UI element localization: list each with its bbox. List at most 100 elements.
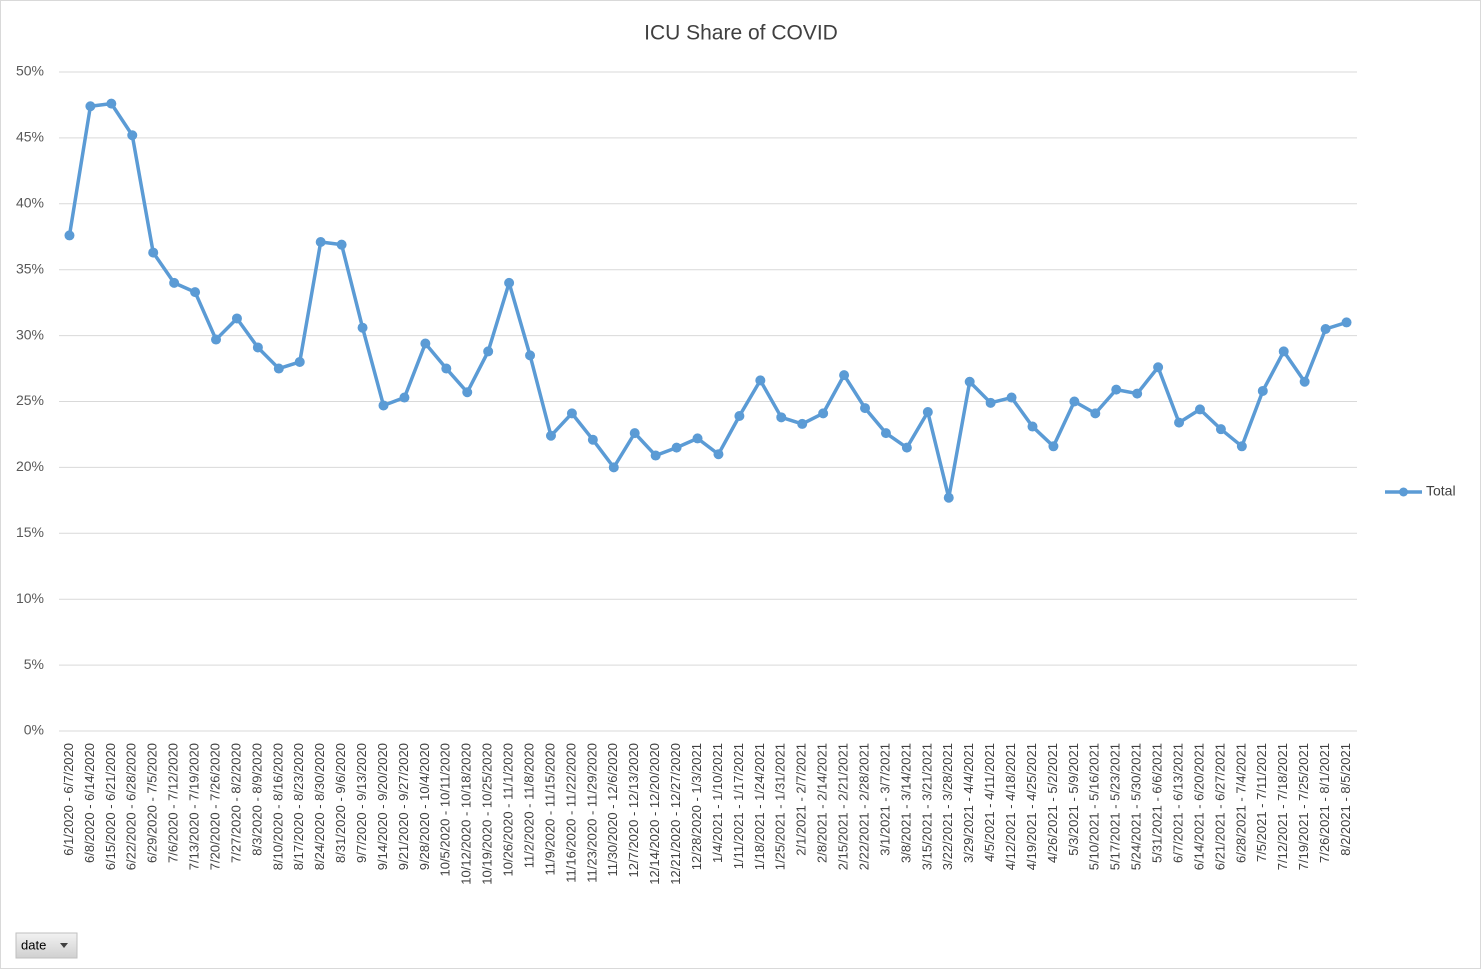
- x-tick-label: 3/22/2021 - 3/28/2021: [940, 743, 955, 870]
- data-point: [1111, 384, 1122, 395]
- data-point: [880, 428, 891, 439]
- button-box[interactable]: [15, 932, 78, 959]
- x-tick-label: 5/31/2021 - 6/6/2021: [1150, 743, 1165, 863]
- data-point: [650, 450, 661, 461]
- x-tick-label: 2/1/2021 - 2/7/2021: [794, 743, 809, 856]
- x-tick-label: 9/7/2020 - 9/13/2020: [354, 743, 369, 863]
- x-tick-label: 8/2/2021 - 8/5/2021: [1338, 743, 1353, 856]
- data-point: [776, 412, 787, 423]
- data-point: [357, 322, 368, 333]
- button-label[interactable]: date: [21, 937, 46, 952]
- x-tick-label: 1/11/2021 - 1/17/2021: [731, 743, 746, 869]
- x-tick-label: 8/24/2020 - 8/30/2020: [312, 743, 327, 870]
- legend-marker: [1399, 487, 1408, 497]
- data-point: [1236, 441, 1247, 452]
- x-tick-label: 7/20/2020 - 7/26/2020: [207, 743, 222, 870]
- y-tick-label: 25%: [16, 392, 44, 408]
- x-tick-label: 11/9/2020 - 11/15/2020: [542, 743, 557, 876]
- field-button[interactable]: date: [15, 932, 78, 959]
- x-tick-label: 3/29/2021 - 4/4/2021: [961, 743, 976, 863]
- x-tick-label: 8/31/2020 - 9/6/2020: [333, 743, 348, 863]
- x-tick-label: 5/24/2021 - 5/30/2021: [1129, 743, 1144, 870]
- data-point: [273, 363, 284, 374]
- data-point: [1320, 324, 1331, 335]
- x-tick-label: 9/21/2020 - 9/27/2020: [396, 743, 411, 870]
- x-tick-label: 6/21/2021 - 6/27/2021: [1212, 743, 1227, 870]
- x-tick-label: 3/1/2021 - 3/7/2021: [877, 743, 892, 856]
- x-tick-label: 7/13/2020 - 7/19/2020: [187, 743, 202, 870]
- x-tick-label: 6/29/2020 - 7/5/2020: [145, 743, 160, 863]
- x-tick-label: 12/7/2020 - 12/13/2020: [626, 743, 641, 877]
- data-point: [378, 400, 389, 411]
- x-tick-label: 12/28/2020 - 1/3/2021: [689, 743, 704, 870]
- x-tick-label: 10/12/2020 - 10/18/2020: [459, 743, 474, 885]
- data-point: [860, 403, 871, 414]
- y-tick-label: 15%: [16, 524, 44, 540]
- data-point: [1090, 408, 1101, 419]
- y-tick-label: 50%: [16, 63, 44, 79]
- data-point: [1153, 362, 1164, 373]
- x-tick-label: 7/27/2020 - 8/2/2020: [228, 743, 243, 863]
- x-tick-label: 11/2/2020 - 11/8/2020: [521, 743, 536, 868]
- data-point: [231, 313, 242, 324]
- data-point: [566, 408, 577, 419]
- x-tick-label: 11/30/2020 - 12/6/2020: [605, 743, 620, 877]
- dropdown-arrow[interactable]: [60, 943, 68, 948]
- x-tick-label: 4/26/2021 - 5/2/2021: [1045, 743, 1060, 863]
- data-point: [504, 277, 515, 288]
- y-tick-label: 40%: [16, 195, 44, 211]
- data-point: [734, 410, 745, 421]
- data-point: [755, 375, 766, 386]
- legend-label: Total: [1426, 483, 1456, 499]
- y-tick-label: 35%: [16, 260, 44, 276]
- x-tick-label: 6/15/2020 - 6/21/2020: [103, 743, 118, 870]
- x-tick-label: 3/15/2021 - 3/21/2021: [919, 743, 934, 870]
- x-tick-label: 5/17/2021 - 5/23/2021: [1108, 743, 1123, 870]
- data-point: [839, 370, 850, 381]
- data-point: [169, 277, 180, 288]
- x-tick-label: 6/22/2020 - 6/28/2020: [124, 743, 139, 870]
- x-tick-label: 2/8/2021 - 2/14/2021: [815, 743, 830, 863]
- data-point: [1341, 317, 1352, 328]
- data-point: [608, 462, 619, 473]
- x-tick-label: 4/12/2021 - 4/18/2021: [1003, 743, 1018, 870]
- x-tick-label: 7/5/2021 - 7/11/2021: [1254, 743, 1269, 862]
- data-point: [315, 237, 326, 248]
- x-tick-label: 4/19/2021 - 4/25/2021: [1024, 743, 1039, 870]
- data-point: [964, 376, 975, 387]
- y-tick-label: 5%: [24, 656, 44, 672]
- y-tick-label: 30%: [16, 326, 44, 342]
- data-point: [1048, 441, 1059, 452]
- data-point: [106, 98, 117, 109]
- data-point: [1132, 388, 1143, 399]
- x-tick-label: 10/26/2020 - 11/1/2020: [501, 743, 516, 877]
- data-point: [462, 387, 473, 398]
- x-tick-label: 11/16/2020 - 11/22/2020: [563, 743, 578, 883]
- data-point: [1194, 404, 1205, 415]
- x-tick-label: 8/10/2020 - 8/16/2020: [270, 743, 285, 870]
- x-tick-label: 1/18/2021 - 1/24/2021: [752, 743, 767, 870]
- x-tick-label: 1/25/2021 - 1/31/2021: [773, 743, 788, 870]
- x-tick-label: 9/28/2020 - 10/4/2020: [417, 743, 432, 870]
- data-point: [587, 434, 598, 445]
- data-point: [818, 408, 829, 419]
- data-point: [190, 287, 201, 298]
- data-point: [148, 247, 159, 258]
- x-tick-label: 11/23/2020 - 11/29/2020: [584, 743, 599, 883]
- x-tick-label: 8/3/2020 - 8/9/2020: [249, 743, 264, 856]
- x-tick-label: 3/8/2021 - 3/14/2021: [898, 743, 913, 863]
- x-tick-label: 9/14/2020 - 9/20/2020: [375, 743, 390, 870]
- data-point: [420, 338, 431, 349]
- data-point: [1006, 392, 1017, 403]
- data-point: [294, 356, 305, 367]
- data-point: [629, 428, 640, 439]
- data-point: [797, 418, 808, 429]
- data-point: [1299, 376, 1310, 387]
- x-tick-label: 1/4/2021 - 1/10/2021: [710, 743, 725, 863]
- data-point: [399, 392, 410, 403]
- data-point: [1215, 424, 1226, 435]
- y-tick-label: 45%: [16, 129, 44, 145]
- data-point: [922, 407, 933, 418]
